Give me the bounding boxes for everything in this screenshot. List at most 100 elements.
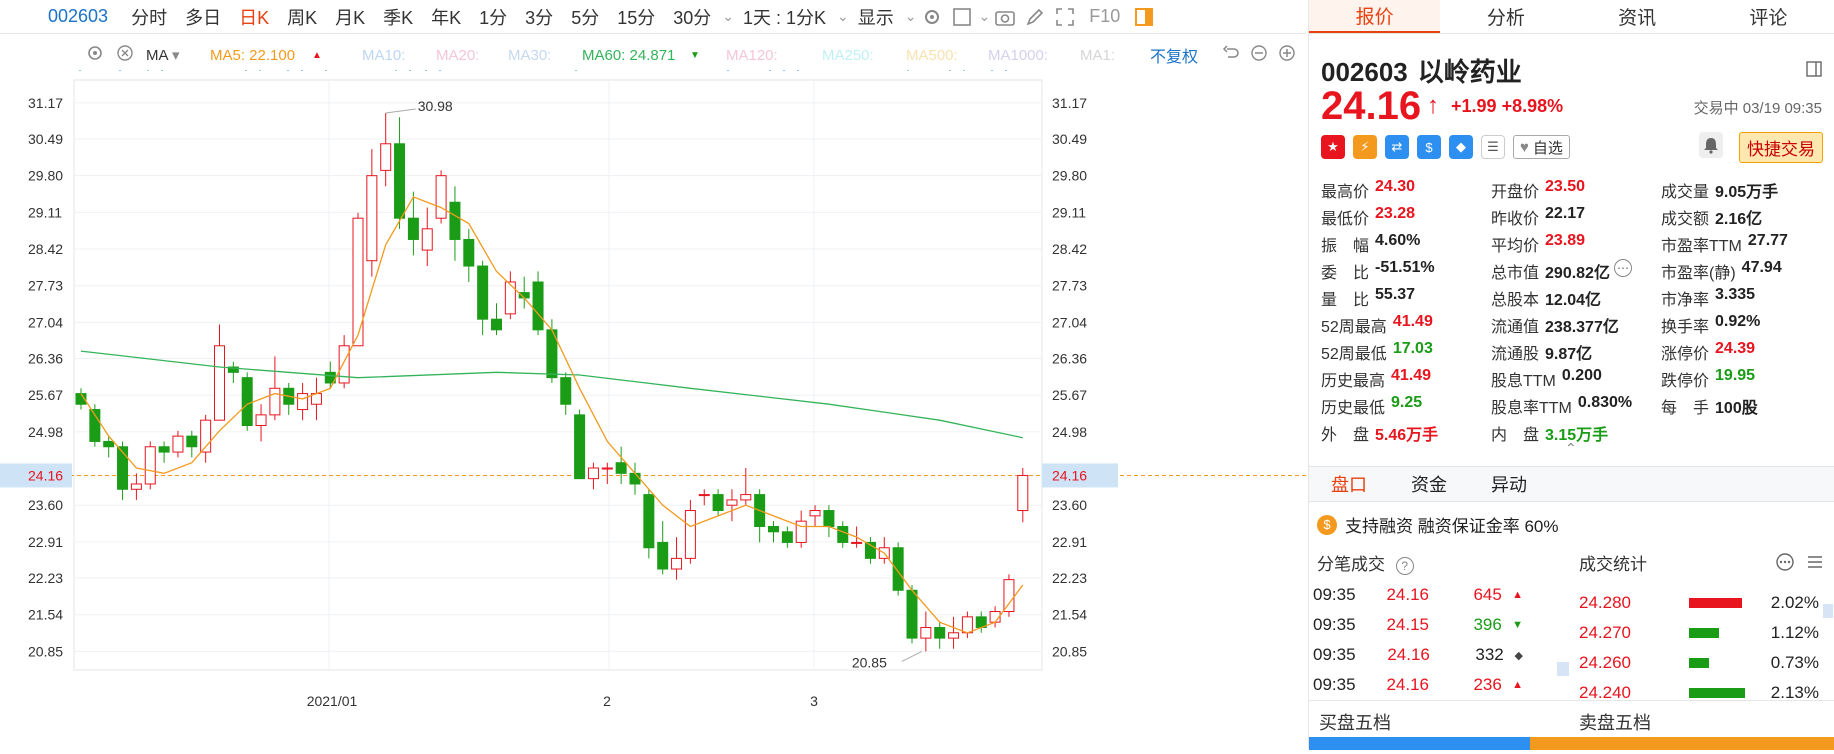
tab-30fen[interactable]: 30分 [673, 7, 712, 28]
zoom-in-icon[interactable] [1278, 44, 1296, 66]
undo-icon[interactable] [1222, 44, 1240, 66]
restore-select[interactable]: 不复权 [1150, 49, 1199, 66]
sidebar-toggle-icon[interactable] [1133, 6, 1155, 28]
quote-cell: 换手率 0.92% [1661, 313, 1831, 337]
tab-zhouk[interactable]: 周K [287, 7, 318, 28]
settings-icon[interactable] [921, 6, 943, 28]
more-icon[interactable]: ⋯ [1613, 258, 1632, 277]
candle-body [366, 175, 378, 262]
tab-rik[interactable]: 日K [239, 7, 270, 28]
tab-zijin[interactable]: 资金 [1411, 475, 1447, 495]
margin-info: $ 支持融资 融资保证金率 60% [1317, 512, 1558, 537]
more-icon[interactable] [1775, 552, 1795, 577]
china-flag-icon[interactable]: ★ [1321, 135, 1345, 159]
tick-time: 09:35 [1313, 615, 1356, 634]
candle-body [892, 547, 904, 591]
chevron-down-icon[interactable]: ⌄ [722, 8, 734, 24]
quote-label: 最高价 [1321, 183, 1370, 201]
checkbox-icon[interactable] [951, 6, 973, 28]
chevron-down-icon[interactable]: ▾ [172, 47, 180, 64]
quote-value: 9.25 [1391, 393, 1423, 411]
quote-cell: 外 盘 5.46万手 [1321, 421, 1491, 445]
ma-close-icon[interactable] [116, 44, 134, 66]
tab-duori[interactable]: 多日 [185, 7, 222, 28]
tab-news[interactable]: 资讯 [1618, 8, 1657, 29]
y-tick-right: 20.85 [1052, 643, 1087, 659]
candle-body [421, 228, 433, 251]
candle-body [851, 541, 863, 544]
interval-select[interactable]: 1天 : 1分K [743, 7, 827, 28]
candle-body [532, 281, 544, 331]
bell-icon[interactable] [1699, 132, 1723, 158]
kline-svg[interactable]: 31.17 31.17 30.49 30.49 29.80 29.80 29.11 29.11… [0, 63, 1306, 749]
stats-row: 24.280 2.02% [1579, 588, 1829, 618]
tab-pankou[interactable]: 盘口 [1331, 475, 1367, 495]
tab-fenshi[interactable]: 分时 [131, 7, 168, 28]
notes-icon[interactable]: ☰ [1481, 135, 1505, 159]
zoom-out-icon[interactable] [1250, 44, 1268, 66]
candle-body [587, 467, 599, 480]
quote-cell: 涨停价 24.39 [1661, 340, 1831, 364]
pen-icon[interactable] [1024, 6, 1046, 28]
candle-body [740, 494, 752, 501]
quote-row: 最低价 23.28 昨收价 22.17 成交额 2.16亿 [1321, 203, 1831, 230]
add-watchlist-button[interactable]: ♥ 自选 [1513, 135, 1570, 159]
candle-body [906, 589, 918, 639]
tab-quote[interactable]: 报价 [1309, 0, 1441, 33]
f10-button[interactable]: F10 [1089, 6, 1121, 26]
shuffle-icon[interactable]: ⇄ [1385, 135, 1409, 159]
ma-label[interactable]: MA [146, 46, 169, 64]
event-marker-icon [298, 63, 306, 71]
kline-chart[interactable]: 31.17 31.17 30.49 30.49 29.80 29.80 29.11 29.11… [0, 63, 1306, 749]
tick-time: 09:35 [1313, 645, 1356, 664]
tab-5fen[interactable]: 5分 [571, 7, 600, 28]
tab-15fen[interactable]: 15分 [617, 7, 656, 28]
tab-jik[interactable]: 季K [383, 7, 414, 28]
tab-niank[interactable]: 年K [431, 7, 462, 28]
y-tick-left: 20.85 [28, 643, 63, 659]
tag-icon[interactable]: ◆ [1449, 135, 1473, 159]
fast-trade-button[interactable]: 快捷交易 [1739, 132, 1823, 163]
tab-yidong[interactable]: 异动 [1491, 475, 1527, 495]
quote-value: 47.94 [1741, 258, 1782, 276]
tab-yuek[interactable]: 月K [335, 7, 366, 28]
quote-grid: 最高价 24.30 开盘价 23.50 成交量 9.05万手 最低价 23.28 昨收价 22.1… [1321, 176, 1831, 446]
quote-row: 最高价 24.30 开盘价 23.50 成交量 9.05万手 [1321, 176, 1831, 203]
collapse-icon[interactable]: ⌃ [1565, 440, 1577, 456]
chevron-down-icon[interactable]: ⌄ [904, 8, 917, 24]
ma1000-value: MA1000: [988, 46, 1049, 64]
candle-body [601, 467, 613, 470]
camera-icon[interactable] [994, 6, 1016, 28]
quote-cell: 跌停价 19.95 [1661, 367, 1831, 391]
scrollbar[interactable] [1823, 604, 1833, 618]
dollar-coin-icon: $ [1317, 514, 1337, 535]
dollar-icon[interactable]: $ [1417, 135, 1441, 159]
scrollbar[interactable] [1557, 662, 1569, 676]
event-marker-icon [988, 63, 996, 71]
fullscreen-icon[interactable] [1054, 6, 1076, 28]
tab-comments[interactable]: 评论 [1749, 8, 1788, 29]
tab-1fen[interactable]: 1分 [479, 7, 508, 28]
lightning-icon[interactable]: ⚡ [1353, 135, 1377, 159]
quote-value: 290.82亿 [1545, 264, 1610, 282]
ma20-value: MA20: [436, 46, 480, 64]
stock-name: 以岭药业 [1417, 57, 1522, 87]
tick-volume: 645 [1473, 585, 1502, 604]
tab-3fen[interactable]: 3分 [525, 7, 554, 28]
display-menu[interactable]: 显示 [857, 7, 894, 28]
help-icon[interactable]: ? [1395, 557, 1414, 575]
chevron-down-icon[interactable]: ⌄ [978, 8, 991, 24]
stats-bar [1689, 658, 1759, 668]
quote-cell: 总股本 12.04亿 [1491, 286, 1661, 310]
tab-analysis[interactable]: 分析 [1486, 8, 1525, 29]
settings-sliders-icon[interactable] [1805, 552, 1825, 577]
stock-code-toolbar[interactable]: 002603 [48, 6, 109, 26]
chevron-down-icon[interactable]: ⌄ [837, 8, 849, 24]
quote-value: 9.87亿 [1545, 345, 1593, 363]
event-marker-icon [780, 63, 788, 71]
panel-collapse-icon[interactable] [1805, 60, 1823, 83]
ma-settings-icon[interactable] [86, 44, 104, 66]
candle-body [643, 494, 655, 549]
stock-title: 002603 以岭药业 [1321, 52, 1532, 89]
right-tabs: 报价 分析 资讯 评论 [1309, 0, 1834, 34]
